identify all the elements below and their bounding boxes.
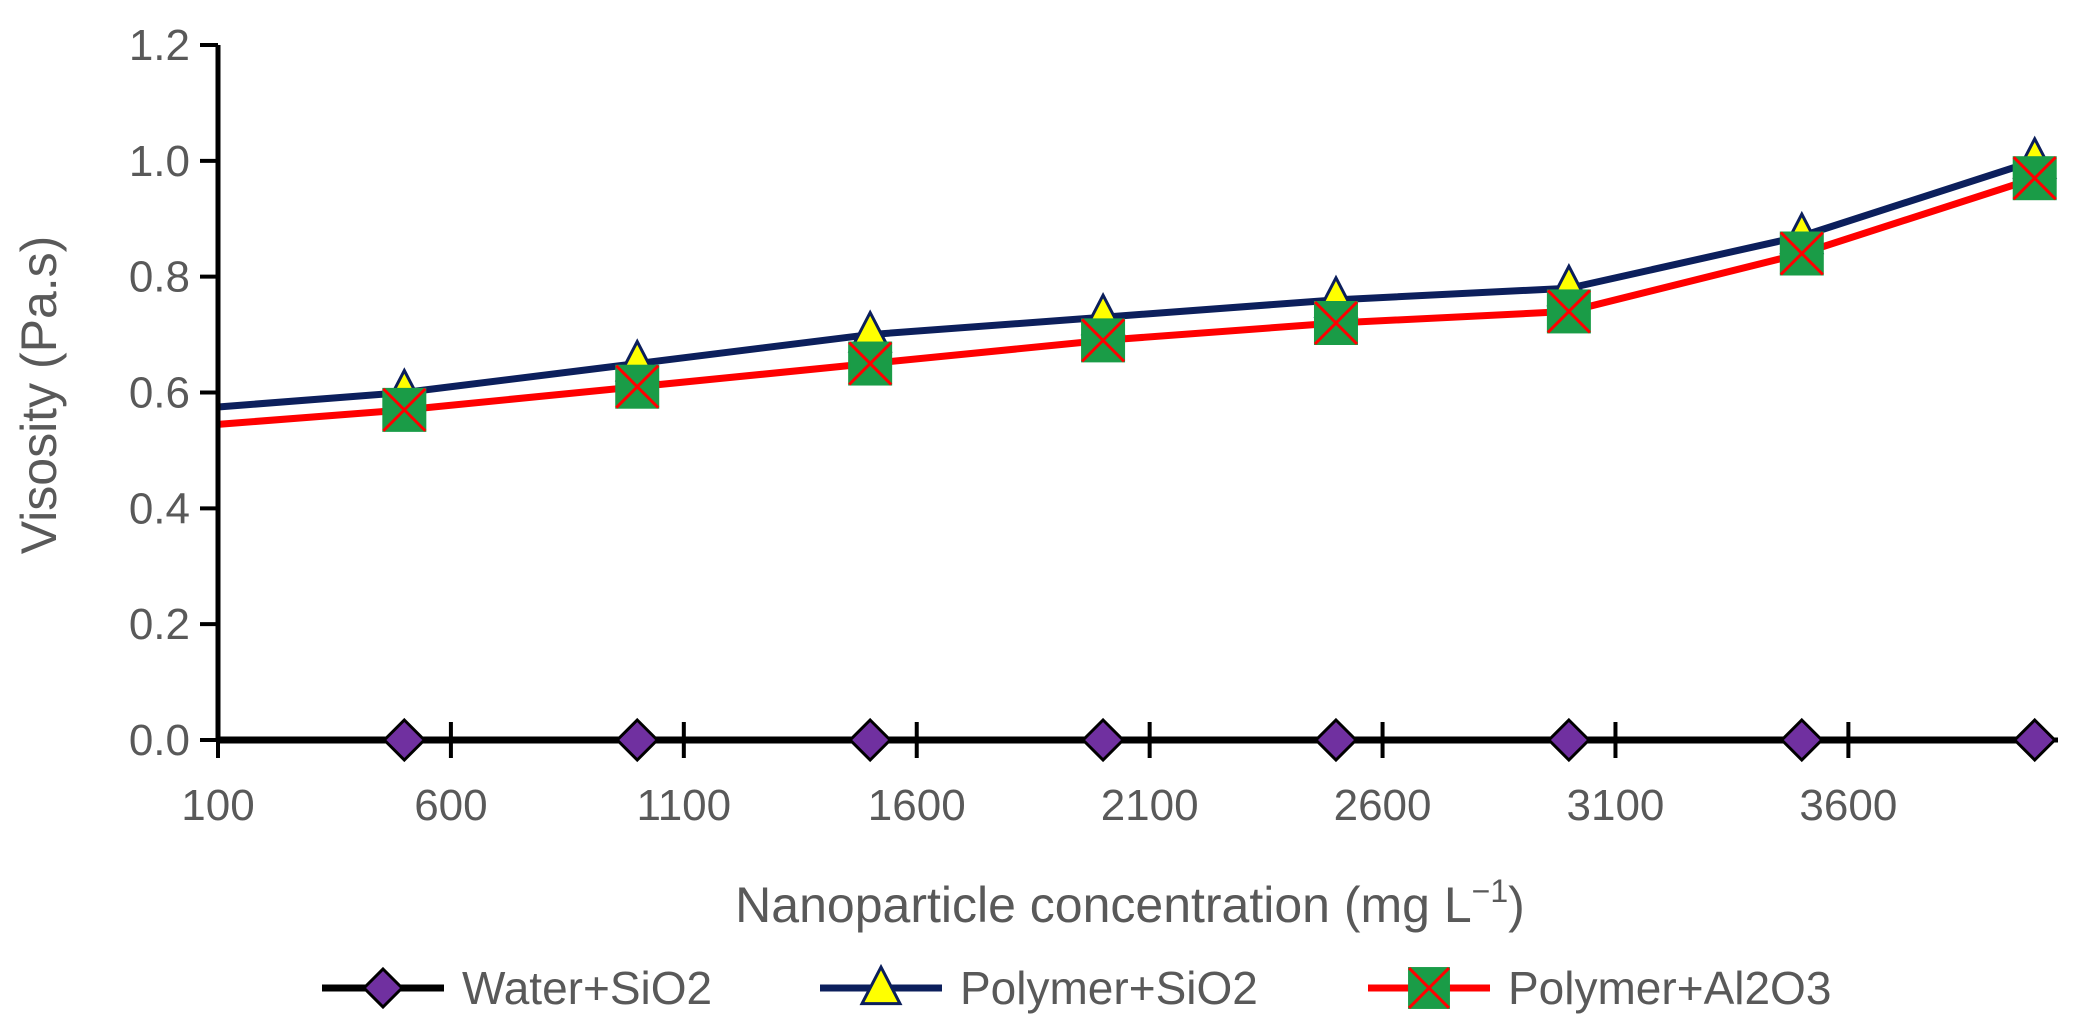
y-tick-label: 0.8 <box>129 253 190 302</box>
legend: Water+SiO2 Polymer+SiO2 Polymer+Al2O3 <box>322 962 1831 1014</box>
y-tick-label: 0.6 <box>129 369 190 418</box>
data-point-square-x-cross <box>1081 318 1126 363</box>
data-point-diamond <box>2012 717 2057 763</box>
y-tick-label: 0.2 <box>129 600 190 649</box>
data-point-square-x-cross <box>848 341 893 386</box>
x-axis-title-close: ) <box>1508 877 1525 933</box>
data-point-square-x <box>1081 318 1126 363</box>
data-point-square-x-cross <box>382 387 427 432</box>
y-tick-label: 1.2 <box>129 21 190 70</box>
x-tick-label: 3600 <box>1799 781 1897 830</box>
series-markers <box>381 135 2058 763</box>
data-point-square-x-cross <box>2012 156 2057 201</box>
legend-label: Polymer+Al2O3 <box>1508 962 1831 1014</box>
data-point-square-x <box>2012 156 2057 201</box>
data-point-square-x <box>1313 300 1359 346</box>
data-point-diamond <box>1313 717 1359 763</box>
tick-labels: 0.0 0.2 0.4 0.6 0.8 1.0 1.2 100 600 1100 1600 2100 2… <box>129 21 1897 830</box>
data-point-square-x-cross <box>1546 289 1591 334</box>
legend-marker-triangle <box>859 963 903 1006</box>
data-point-diamond <box>615 717 660 763</box>
legend-item: Polymer+SiO2 <box>820 962 1258 1014</box>
legend-item: Polymer+Al2O3 <box>1368 962 1831 1014</box>
legend-label: Polymer+SiO2 <box>960 962 1258 1014</box>
data-point-square-x-cross <box>1779 231 1824 276</box>
data-point-diamond <box>848 717 893 763</box>
data-point-diamond <box>1546 717 1592 763</box>
axes <box>200 43 2058 758</box>
legend-label: Water+SiO2 <box>462 962 712 1014</box>
data-point-square-x <box>1779 231 1824 276</box>
x-tick-label: 2100 <box>1101 781 1199 830</box>
legend-marker-diamond <box>361 966 405 1010</box>
legend-marker-square-x <box>1407 966 1451 1010</box>
series-line <box>217 174 2036 428</box>
x-tick-label: 3100 <box>1567 781 1665 830</box>
legend-item: Water+SiO2 <box>322 962 712 1014</box>
x-tick-label: 100 <box>181 781 254 830</box>
y-tick-label: 0.0 <box>129 716 190 765</box>
x-tick-label: 600 <box>414 781 487 830</box>
x-tick-label: 1100 <box>637 781 732 830</box>
x-tick-label: 1600 <box>868 781 966 830</box>
data-point-square-x-cross <box>1313 300 1359 346</box>
y-tick-label: 1.0 <box>129 137 190 186</box>
y-tick-label: 0.4 <box>129 484 190 533</box>
x-axis-title-main: Nanoparticle concentration (mg L <box>735 877 1472 933</box>
data-point-square-x <box>382 387 427 432</box>
data-point-diamond <box>382 717 427 763</box>
data-point-square-x <box>1546 289 1591 334</box>
legend-marker-square-x-cross <box>1407 966 1451 1010</box>
y-axis-title: Visosity (Pa.s) <box>11 236 67 555</box>
data-point-square-x <box>848 341 893 386</box>
data-point-square-x-cross <box>615 364 660 409</box>
data-point-square-x <box>615 364 660 409</box>
data-point-diamond <box>1779 717 1824 763</box>
series-lines <box>217 157 2036 744</box>
x-tick-label: 2600 <box>1334 781 1432 830</box>
series-line <box>217 157 2036 411</box>
x-axis-title-superscript: −1 <box>1472 873 1508 909</box>
data-point-diamond <box>1080 717 1126 763</box>
x-axis-title: Nanoparticle concentration (mg L−1) <box>735 873 1525 933</box>
